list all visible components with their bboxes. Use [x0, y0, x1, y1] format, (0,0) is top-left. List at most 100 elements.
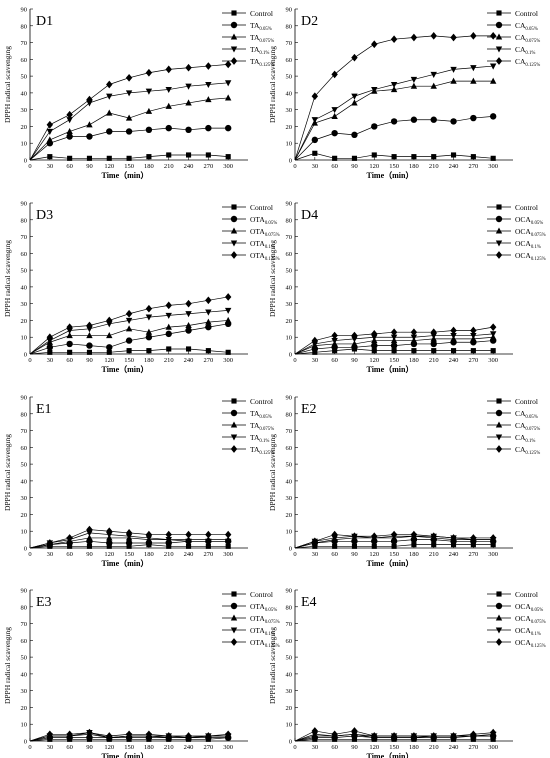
legend-marker — [495, 409, 503, 417]
x-tick-label: 120 — [104, 744, 114, 751]
data-point — [489, 728, 497, 737]
data-point — [224, 538, 232, 545]
legend-marker — [496, 204, 502, 210]
legend-name: OTA — [250, 614, 265, 623]
y-tick-label: 60 — [21, 57, 28, 64]
data-point — [125, 309, 133, 318]
data-point — [450, 152, 457, 158]
y-tick-label: 50 — [21, 462, 28, 469]
data-point — [185, 299, 192, 308]
x-tick-label: 120 — [369, 357, 379, 364]
data-point — [185, 311, 192, 318]
x-tick-label: 0 — [293, 744, 296, 751]
legend-subscript: 0.05% — [531, 221, 543, 226]
data-point — [86, 342, 93, 349]
legend-name: OTA — [250, 215, 265, 224]
legend-marker — [230, 57, 238, 65]
data-point — [205, 81, 212, 89]
y-tick-label: 90 — [286, 201, 293, 208]
data-point — [165, 537, 172, 544]
legend-name: Control — [250, 397, 273, 406]
data-point — [390, 530, 398, 539]
data-point — [450, 332, 457, 340]
legend-label: OTA0.05% — [250, 215, 277, 226]
legend-marker — [231, 591, 237, 597]
legend-name: OTA — [250, 626, 265, 635]
data-point — [145, 334, 153, 341]
legend-subscript: 0.075% — [525, 427, 540, 432]
legend-name: Control — [250, 9, 273, 18]
data-point — [371, 732, 378, 740]
data-point — [46, 539, 54, 547]
data-point — [66, 117, 73, 124]
x-tick-label: 210 — [164, 163, 174, 170]
legend-label: OCA0.1% — [515, 626, 541, 637]
data-point — [126, 348, 132, 354]
chart-panel-d4: 0 10 20 30 40 50 60 70 80 90 0 30 60 90 120 150 180 210 24… — [268, 201, 546, 375]
data-point — [371, 123, 378, 130]
y-tick-label: 20 — [21, 318, 28, 325]
x-tick-label: 150 — [389, 163, 399, 170]
y-tick-label: 80 — [21, 411, 28, 418]
legend-marker — [495, 434, 503, 441]
y-tick-label: 0 — [24, 158, 27, 165]
x-tick-label: 60 — [66, 357, 73, 364]
y-tick-label: 0 — [289, 739, 292, 746]
data-point — [86, 534, 93, 541]
data-point — [489, 534, 497, 542]
legend-label: OTA0.05% — [250, 602, 277, 613]
legend-label: Control — [515, 397, 538, 406]
data-point — [371, 40, 378, 49]
data-point — [450, 348, 457, 354]
data-point — [166, 543, 172, 549]
series-ota-0.1-: OTA0.1% — [29, 626, 275, 742]
data-point — [145, 88, 153, 95]
data-point — [66, 133, 73, 140]
data-point — [165, 65, 172, 74]
x-tick-label: 120 — [369, 551, 379, 558]
legend-marker — [495, 240, 503, 247]
x-tick-label: 300 — [223, 357, 233, 364]
data-point — [470, 730, 477, 739]
legend-marker — [231, 10, 237, 16]
x-tick-label: 30 — [47, 744, 54, 751]
data-point — [371, 86, 378, 94]
x-tick-label: 210 — [429, 551, 439, 558]
legend-name: CA — [515, 409, 526, 418]
data-point — [86, 133, 93, 140]
legend-name: CA — [515, 21, 526, 30]
y-tick-label: 0 — [24, 739, 27, 746]
legend-label: TA0.125% — [250, 57, 274, 68]
x-tick-label: 90 — [86, 357, 93, 364]
legend-name: Control — [515, 203, 538, 212]
x-tick-label: 60 — [331, 551, 338, 558]
y-tick-label: 90 — [286, 588, 293, 595]
chart-panel-e2: 0 10 20 30 40 50 60 70 80 90 0 30 60 90 120 150 180 210 24… — [268, 395, 540, 569]
chart-panel-e4: 0 10 20 30 40 50 60 70 80 90 0 30 60 90 120 150 180 210 24… — [268, 588, 546, 758]
series-oca-0.075-: OCA0.075% — [294, 614, 546, 742]
y-tick-label: 80 — [286, 411, 293, 418]
y-tick-label: 30 — [286, 495, 293, 502]
data-point — [450, 118, 457, 125]
x-tick-label: 240 — [184, 744, 194, 751]
data-point — [351, 727, 358, 735]
legend-marker — [495, 602, 503, 610]
legend-marker — [495, 46, 503, 53]
legend-name: Control — [250, 203, 273, 212]
data-point — [106, 344, 113, 351]
data-point — [390, 334, 398, 341]
data-point — [185, 99, 192, 106]
y-tick-label: 30 — [21, 495, 28, 502]
data-point — [450, 66, 457, 73]
legend-subscript: 0.075% — [259, 427, 274, 432]
data-point — [371, 152, 377, 158]
data-point — [205, 96, 212, 103]
data-point — [489, 113, 497, 120]
legend-marker — [495, 614, 503, 621]
data-point — [224, 80, 232, 87]
data-point — [332, 155, 338, 161]
data-point — [390, 118, 398, 125]
legend-name: OCA — [515, 614, 531, 623]
y-tick-label: 30 — [286, 688, 293, 695]
data-point — [125, 539, 133, 547]
